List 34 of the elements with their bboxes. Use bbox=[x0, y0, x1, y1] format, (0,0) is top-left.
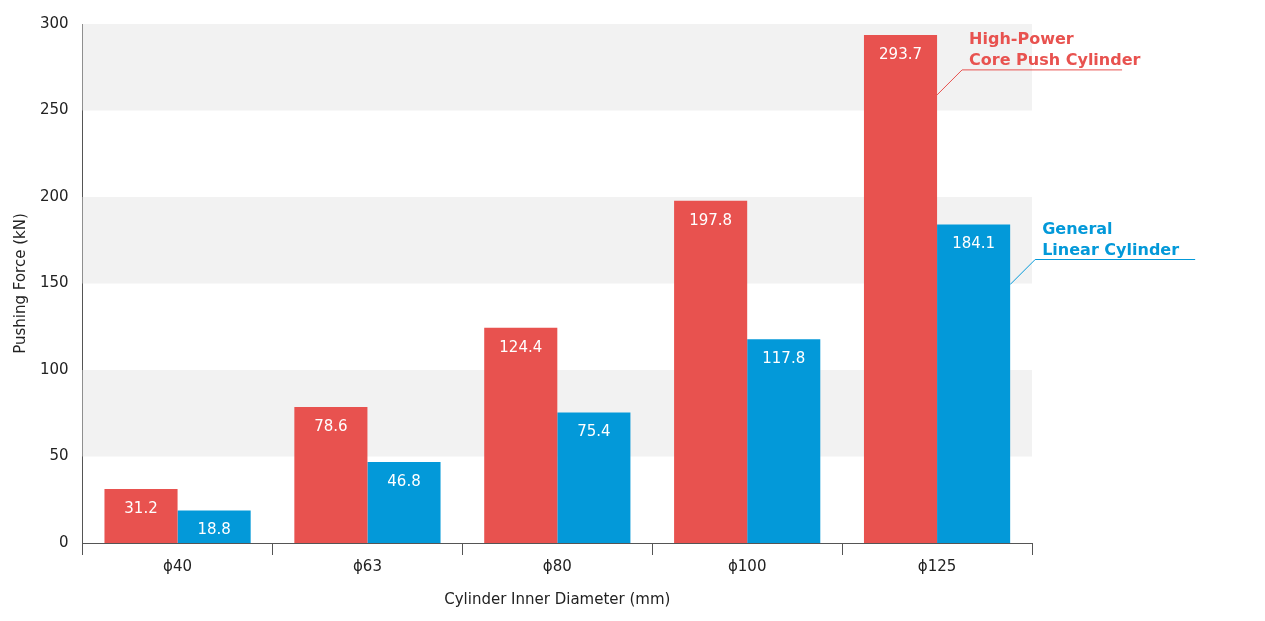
y-tick-label: 150 bbox=[39, 273, 69, 292]
bar bbox=[104, 489, 178, 543]
bar bbox=[294, 407, 368, 543]
bar bbox=[177, 510, 251, 543]
data-label: 184.1 bbox=[952, 234, 996, 253]
data-label: 197.8 bbox=[689, 210, 733, 229]
x-tick-label: ϕ80 bbox=[542, 556, 572, 575]
x-tick-label: ϕ40 bbox=[163, 556, 193, 575]
data-label: 46.8 bbox=[387, 471, 421, 490]
y-tick-label: 200 bbox=[39, 186, 69, 205]
y-axis-title: Pushing Force (kN) bbox=[10, 213, 29, 354]
data-label: 75.4 bbox=[577, 422, 611, 441]
y-tick-label: 0 bbox=[59, 532, 69, 551]
data-label: 293.7 bbox=[879, 44, 922, 63]
data-label: 78.6 bbox=[314, 416, 348, 435]
data-label: 124.4 bbox=[499, 337, 543, 356]
bar bbox=[484, 327, 558, 543]
x-axis-title: Cylinder Inner Diameter (mm) bbox=[444, 589, 671, 608]
y-tick-label: 100 bbox=[39, 359, 69, 378]
bar bbox=[747, 339, 821, 543]
y-tick-label: 300 bbox=[39, 13, 69, 32]
data-label: 31.2 bbox=[124, 498, 158, 517]
x-tick-label: ϕ125 bbox=[917, 556, 957, 575]
bar bbox=[674, 200, 748, 543]
bar bbox=[557, 412, 631, 543]
x-tick-label: ϕ63 bbox=[352, 556, 382, 575]
text: General Linear Cylinder bbox=[1042, 218, 1180, 259]
bar bbox=[367, 462, 441, 543]
data-label: 18.8 bbox=[197, 520, 231, 539]
y-tick-label: 250 bbox=[39, 100, 69, 119]
x-tick-label: ϕ100 bbox=[727, 556, 767, 575]
data-label: 117.8 bbox=[762, 349, 806, 368]
series-label: High-Power Core Push Cylinder bbox=[969, 28, 1141, 69]
y-tick-label: 50 bbox=[49, 446, 69, 465]
